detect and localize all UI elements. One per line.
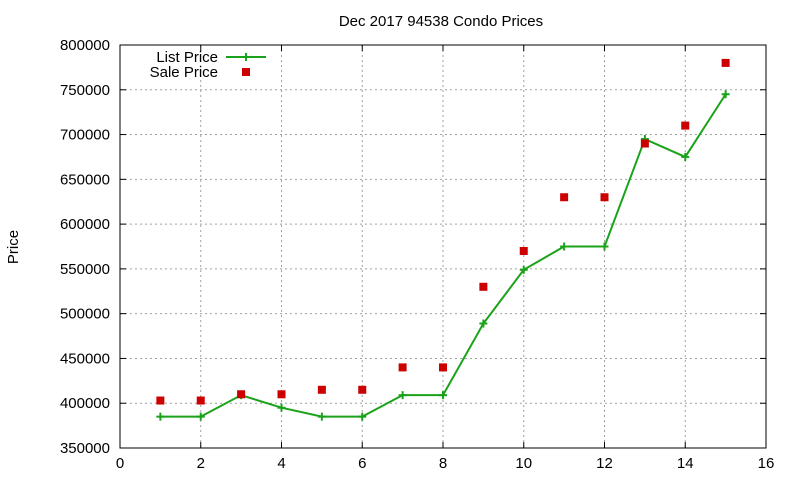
sale-price-point (156, 396, 165, 405)
x-tick-label: 10 (515, 455, 532, 472)
series-layer (156, 58, 730, 421)
x-tick-label: 16 (758, 455, 775, 472)
list-price-point (358, 412, 367, 421)
y-tick-label: 600000 (60, 216, 110, 233)
sale-price-point (479, 282, 488, 291)
sale-price-point (600, 193, 609, 202)
y-tick-label: 750000 (60, 82, 110, 99)
legend-label-list-price: List Price (156, 49, 218, 66)
list-price-point (681, 152, 690, 161)
x-tick-label: 4 (277, 455, 285, 472)
sale-price-point (196, 396, 205, 405)
legend-swatch-plus (242, 53, 250, 61)
x-tick-label: 12 (596, 455, 613, 472)
x-tick-label: 0 (116, 455, 124, 472)
sale-price-point (277, 390, 286, 399)
list-price-point (317, 412, 326, 421)
grid (120, 45, 766, 448)
x-tick-label: 2 (197, 455, 205, 472)
sale-price-point (681, 121, 690, 130)
list-price-point (600, 242, 609, 251)
y-tick-label: 800000 (60, 37, 110, 54)
list-price-point (398, 391, 407, 400)
sale-price-point (640, 139, 649, 148)
sale-price-point (237, 390, 246, 399)
legend-swatch-square (242, 68, 250, 76)
sale-price-point (560, 193, 569, 202)
y-tick-label: 500000 (60, 306, 110, 323)
sale-price-point (721, 58, 730, 67)
sale-price-point (398, 363, 407, 372)
y-axis-label: Price (5, 230, 22, 264)
list-price-point (519, 265, 528, 274)
list-price-point (479, 319, 488, 328)
y-tick-label: 550000 (60, 261, 110, 278)
list-price-point (721, 90, 730, 99)
y-tick-label: 350000 (60, 440, 110, 457)
list-price-point (439, 391, 447, 400)
chart-title: Dec 2017 94538 Condo Prices (339, 13, 543, 30)
y-tick-label: 700000 (60, 127, 110, 144)
legend-label-sale-price: Sale Price (150, 64, 218, 81)
list-price-point (156, 412, 165, 421)
list-price-point (196, 412, 205, 421)
x-tick-label: 14 (677, 455, 694, 472)
sale-price-point (439, 363, 447, 372)
sale-price-point (519, 246, 528, 255)
list-price-point (277, 403, 286, 412)
list-price-point (560, 242, 569, 251)
y-tick-label: 450000 (60, 350, 110, 367)
x-tick-label: 8 (439, 455, 447, 472)
sale-price-point (317, 385, 326, 394)
y-tick-label: 650000 (60, 171, 110, 188)
plot-frame (119, 44, 767, 449)
y-tick-label: 400000 (60, 395, 110, 412)
x-tick-label: 6 (358, 455, 366, 472)
sale-price-point (358, 385, 367, 394)
axis-ticks: 0 2 4 6 8 10 12 14 16 350000 400000 450000 500000 550… (60, 37, 774, 472)
